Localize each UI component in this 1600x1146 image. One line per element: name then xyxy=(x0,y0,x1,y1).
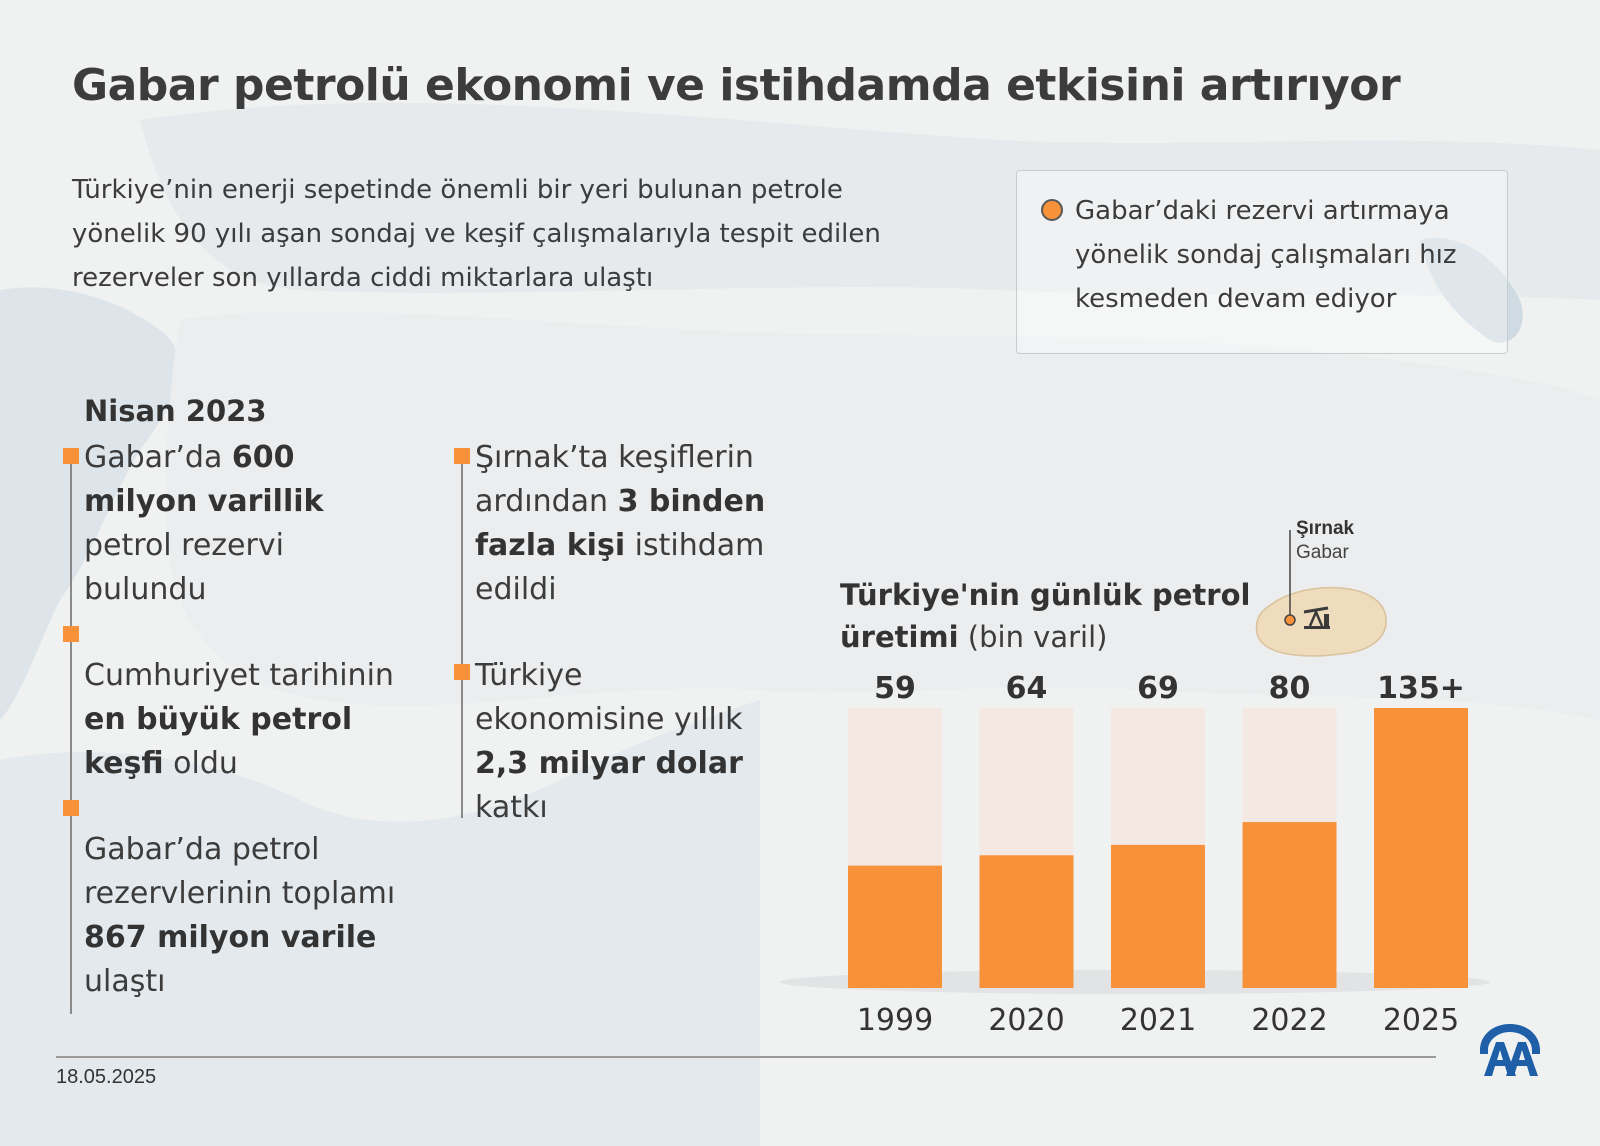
fact-reserve-found: Gabar’da 600 milyon varillik petrol reze… xyxy=(84,440,324,607)
bar-value-label: 64 xyxy=(1006,671,1048,706)
orange-dot-icon xyxy=(1041,199,1063,221)
bar-value-label: 135+ xyxy=(1377,671,1465,706)
timeline-marker xyxy=(63,800,79,816)
x-tick-label: 1999 xyxy=(857,1003,933,1038)
chart-title: Türkiye'nin günlük petrol üretimi (bin v… xyxy=(840,578,1251,654)
info-box: Gabar’daki rezervi artırmaya yönelik son… xyxy=(1016,170,1508,354)
page-title: Gabar petrolü ekonomi ve istihdamda etki… xyxy=(72,60,1401,111)
bar-value-label: 69 xyxy=(1137,671,1179,706)
bar-value-label: 59 xyxy=(874,671,916,706)
fact-economy-contribution: Türkiye ekonomisine yıllık 2,3 milyar do… xyxy=(475,658,743,825)
aa-logo-icon xyxy=(1480,1024,1540,1076)
timeline-heading: Nisan 2023 xyxy=(84,394,267,428)
x-tick-label: 2022 xyxy=(1251,1003,1327,1038)
map-label-field: Gabar xyxy=(1296,542,1349,563)
timeline-marker xyxy=(454,664,470,680)
x-tick-label: 2025 xyxy=(1383,1003,1459,1038)
map-label-province: Şırnak xyxy=(1296,518,1355,539)
publish-date: 18.05.2025 xyxy=(56,1066,157,1088)
timeline-marker xyxy=(63,626,79,642)
info-box-text: Gabar’daki rezervi artırmaya yönelik son… xyxy=(1075,196,1457,314)
bar-2020 xyxy=(979,855,1074,988)
timeline-marker xyxy=(63,448,79,464)
x-tick-label: 2021 xyxy=(1120,1003,1196,1038)
timeline-marker xyxy=(454,448,470,464)
timeline-line-right xyxy=(461,448,463,818)
bar-2021 xyxy=(1111,844,1205,988)
bar-2025 xyxy=(1374,708,1468,988)
fact-total-reserve: Gabar’da petrol rezervlerinin toplamı 86… xyxy=(84,832,396,999)
footer-divider xyxy=(56,1056,1436,1058)
fact-biggest-discovery: Cumhuriyet tarihinin en büyük petrol keş… xyxy=(84,658,394,781)
intro-paragraph: Türkiye’nin enerji sepetinde önemli bir … xyxy=(72,175,881,293)
fact-employment: Şırnak’ta keşiflerin ardından 3 binden f… xyxy=(475,440,766,607)
bar-value-label: 80 xyxy=(1269,671,1311,706)
x-tick-label: 2020 xyxy=(988,1003,1064,1038)
bar-2022 xyxy=(1242,822,1337,988)
bar-1999 xyxy=(848,865,942,988)
timeline-line-left xyxy=(70,448,72,1014)
